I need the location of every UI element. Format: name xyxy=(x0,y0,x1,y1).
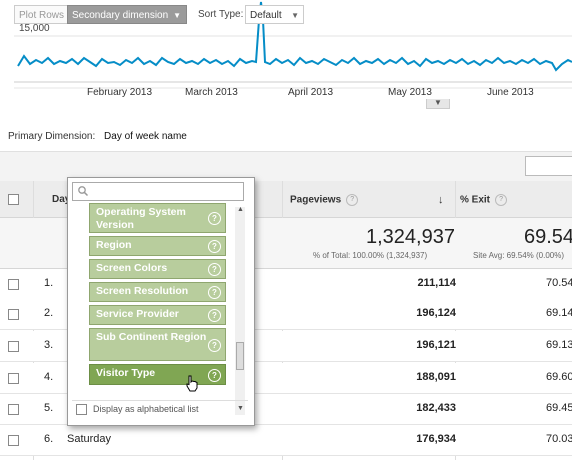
summary-exit-subtext: Site Avg: 69.54% (0.00%) xyxy=(473,251,565,260)
help-icon[interactable]: ? xyxy=(208,240,221,253)
row-checkbox[interactable] xyxy=(8,309,19,320)
y-axis-tick: 15,000 xyxy=(19,23,50,34)
option-label: Screen Resolution xyxy=(96,285,189,297)
row-pageviews: 196,124 xyxy=(416,307,456,319)
pageviews-header-label: Pageviews xyxy=(290,194,342,206)
secondary-dimension-button[interactable]: Secondary dimension ▼ xyxy=(67,5,187,24)
dimension-option-sub-continent-region[interactable]: Sub Continent Region ? xyxy=(89,328,226,361)
column-header-pageviews[interactable]: Pageviews? xyxy=(290,194,359,206)
column-header-day[interactable]: Day xyxy=(52,194,71,205)
row-pageviews: 176,934 xyxy=(416,433,456,445)
row-exit: 69.14 xyxy=(546,307,572,319)
help-icon[interactable]: ? xyxy=(208,212,221,225)
x-axis-month: February 2013 xyxy=(87,87,153,98)
primary-dimension-label: Primary Dimension: xyxy=(8,131,96,142)
row-checkbox[interactable] xyxy=(8,435,19,446)
primary-dimension-value[interactable]: Day of week name xyxy=(104,131,187,142)
help-icon[interactable]: ? xyxy=(208,263,221,276)
dropdown-divider xyxy=(72,400,248,401)
row-pageviews: 196,121 xyxy=(416,339,456,351)
help-icon[interactable]: ? xyxy=(346,194,359,206)
search-icon xyxy=(78,186,89,197)
sort-type-value: Default xyxy=(250,10,282,21)
row-number: 3. xyxy=(44,339,54,351)
row-number: 6. xyxy=(44,433,54,445)
row-day-name[interactable]: Saturday xyxy=(67,433,112,445)
sort-desc-icon[interactable]: ↓ xyxy=(438,194,444,206)
dimension-option-visitor-type[interactable]: Visitor Type ? xyxy=(89,364,226,385)
row-number: 2. xyxy=(44,307,54,319)
row-exit: 69.45 xyxy=(546,402,572,414)
row-exit: 69.13 xyxy=(546,339,572,351)
x-axis-month: June 2013 xyxy=(487,87,534,98)
row-number: 1. xyxy=(44,277,54,289)
row-checkbox[interactable] xyxy=(8,373,19,384)
row-pageviews: 211,114 xyxy=(417,277,456,289)
row-number: 5. xyxy=(44,402,54,414)
option-label: Screen Colors xyxy=(96,262,168,274)
option-label: Sub Continent Region xyxy=(96,331,207,343)
row-exit: 70.54 xyxy=(546,277,572,289)
summary-pageviews-subtext: % of Total: 100.00% (1,324,937) xyxy=(313,251,428,260)
row-pageviews: 188,091 xyxy=(416,371,456,383)
row-pageviews: 182,433 xyxy=(416,402,456,414)
row-exit: 69.60 xyxy=(546,371,572,383)
dimension-option-service-provider[interactable]: Service Provider ? xyxy=(89,305,226,325)
hand-cursor-icon xyxy=(186,375,198,392)
dimension-option-operating-system-version[interactable]: Operating System Version ? xyxy=(89,203,226,233)
column-header-exit[interactable]: % Exit? xyxy=(460,194,508,206)
alphabetical-checkbox[interactable] xyxy=(76,404,87,416)
pageviews-line xyxy=(17,1,572,72)
exit-header-label: % Exit xyxy=(460,194,491,206)
scroll-down-arrow-icon[interactable]: ▼ xyxy=(237,405,244,412)
sort-type-select[interactable]: Default ▼ xyxy=(245,5,304,24)
table-row[interactable]: 6. Saturday 176,934 70.03 xyxy=(0,425,572,456)
summary-pageviews: 1,324,937 xyxy=(366,226,455,248)
secondary-dimension-dropdown: Operating System Version ? Region ? Scre… xyxy=(67,177,255,426)
option-label: Region xyxy=(96,239,132,251)
row-checkbox[interactable] xyxy=(8,341,19,352)
summary-exit: 69.54 xyxy=(524,226,572,248)
chart-collapse-handle[interactable]: ▼ xyxy=(426,99,450,109)
row-checkbox[interactable] xyxy=(8,404,19,415)
x-axis-month: May 2013 xyxy=(388,87,432,98)
chevron-down-icon: ▼ xyxy=(173,11,181,20)
alphabetical-label: Display as alphabetical list xyxy=(93,404,199,414)
help-icon[interactable]: ? xyxy=(208,309,221,322)
x-axis-month: March 2013 xyxy=(185,87,238,98)
chevron-down-icon: ▼ xyxy=(291,11,299,20)
alphabetical-list-option[interactable]: Display as alphabetical list xyxy=(76,404,199,416)
table-toolbar xyxy=(0,151,572,182)
dropdown-scrollbar[interactable] xyxy=(235,207,245,415)
row-checkbox[interactable] xyxy=(8,279,19,290)
help-icon[interactable]: ? xyxy=(208,368,221,382)
trend-chart xyxy=(14,1,572,89)
dimension-option-screen-colors[interactable]: Screen Colors ? xyxy=(89,259,226,279)
help-icon[interactable]: ? xyxy=(495,194,508,206)
option-label: Visitor Type xyxy=(96,367,156,379)
x-axis-month: April 2013 xyxy=(288,87,334,98)
help-icon[interactable]: ? xyxy=(208,338,221,352)
option-label: Operating System Version xyxy=(96,206,186,231)
help-icon[interactable]: ? xyxy=(208,286,221,299)
plot-rows-button[interactable]: Plot Rows xyxy=(14,5,70,24)
row-exit: 70.03 xyxy=(546,433,572,445)
primary-dimension: Primary Dimension: Day of week name xyxy=(8,131,187,142)
option-label: Service Provider xyxy=(96,308,179,320)
select-all-checkbox[interactable] xyxy=(8,194,19,205)
table-search-input[interactable] xyxy=(525,156,572,176)
row-number: 4. xyxy=(44,371,54,383)
dimension-search-input[interactable] xyxy=(72,182,244,201)
dropdown-scrollbar-thumb[interactable] xyxy=(236,342,244,370)
scroll-up-arrow-icon[interactable]: ▲ xyxy=(237,206,244,213)
secondary-dimension-label: Secondary dimension xyxy=(72,10,169,21)
dimension-option-region[interactable]: Region ? xyxy=(89,236,226,256)
sort-type-label: Sort Type: xyxy=(198,9,244,20)
dimension-option-screen-resolution[interactable]: Screen Resolution ? xyxy=(89,282,226,302)
